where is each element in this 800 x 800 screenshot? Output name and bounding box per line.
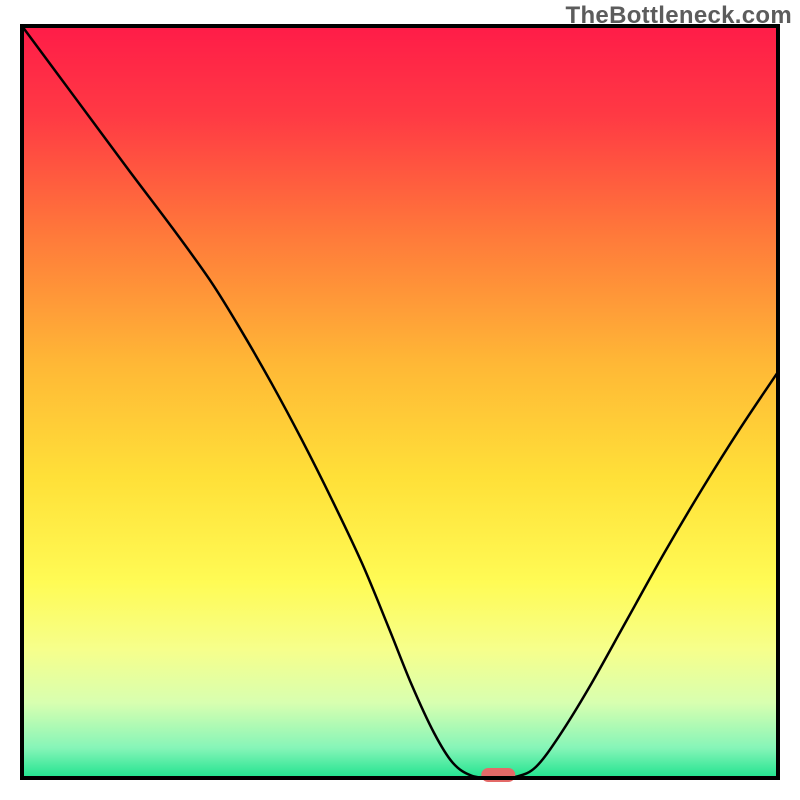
gradient-background	[22, 26, 778, 778]
watermark-text: TheBottleneck.com	[566, 2, 792, 30]
bottleneck-chart	[0, 0, 800, 800]
